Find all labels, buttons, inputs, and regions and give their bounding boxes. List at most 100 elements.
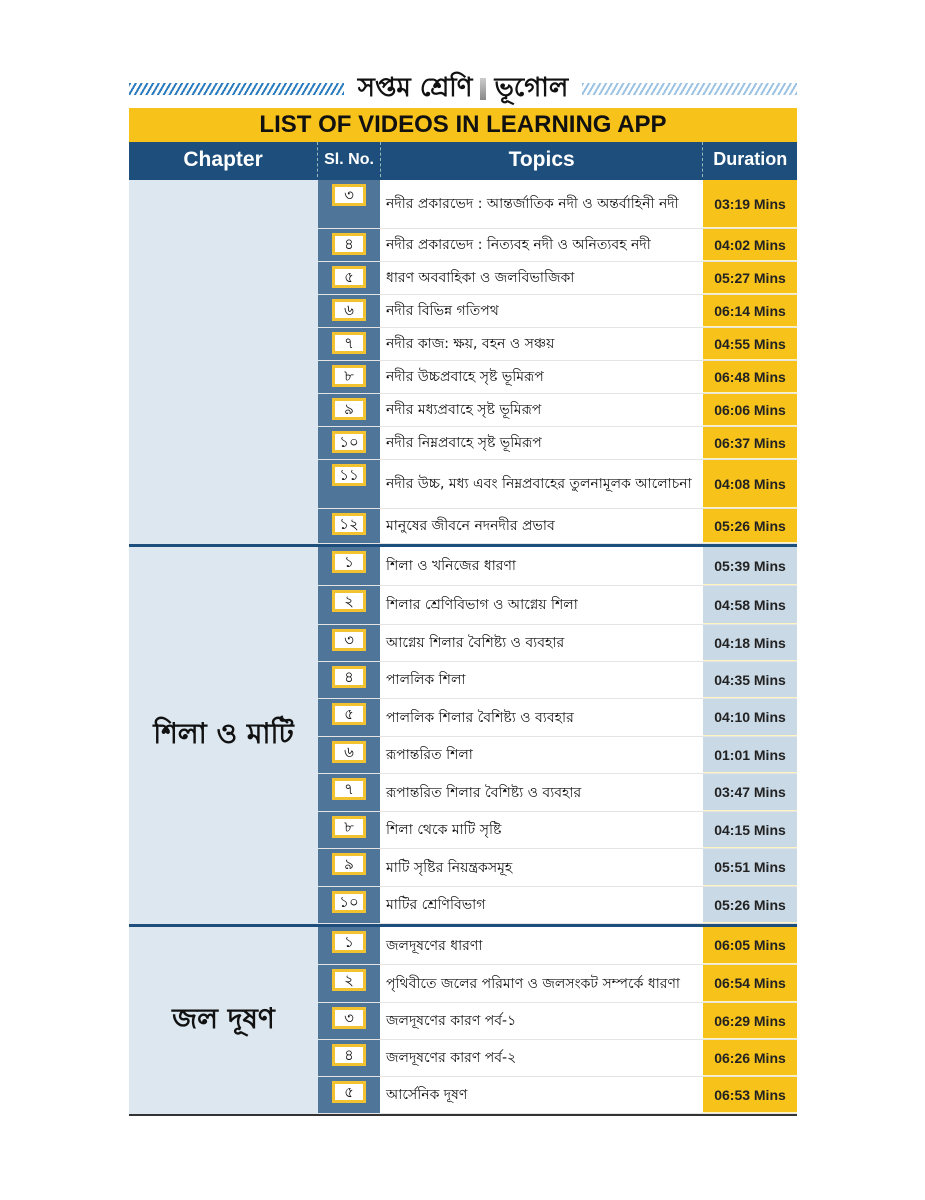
duration: 03:47 Mins <box>703 774 797 811</box>
column-header-sl-no: Sl. No. <box>318 142 381 177</box>
column-header-chapter: Chapter <box>129 142 319 177</box>
sl-no: ৯ <box>332 398 366 420</box>
sl-no-cell: ১০ <box>318 887 380 923</box>
duration: 04:10 Mins <box>703 699 797 736</box>
sl-no: ১ <box>332 551 366 573</box>
sl-no: ১০ <box>332 431 366 453</box>
duration: 05:26 Mins <box>703 887 797 923</box>
sl-no: ৭ <box>332 332 366 354</box>
divider <box>480 78 487 100</box>
table-row: ৭ রূপান্তরিত শিলার বৈশিষ্ট্য ও ব্যবহার 03:… <box>318 774 797 812</box>
chapter-name: জল দূষণ <box>129 927 318 1114</box>
topic: পৃথিবীতে জলের পরিমাণ ও জলসংকট সম্পর্কে ধ… <box>380 965 703 1002</box>
duration: 06:48 Mins <box>703 361 797 393</box>
sl-no: ৩ <box>332 629 366 651</box>
decorative-hatch-right <box>582 83 797 95</box>
topic: শিলার শ্রেণিবিভাগ ও আগ্নেয় শিলা <box>380 586 703 624</box>
sl-no-cell: ২ <box>318 586 380 624</box>
table-row: ৫ ধারণ অববাহিকা ও জলবিভাজিকা 05:27 Mins <box>318 262 797 295</box>
duration: 06:37 Mins <box>703 427 797 459</box>
topic: রূপান্তরিত শিলা <box>380 737 703 773</box>
chapter-group: জল দূষণ ১ জলদূষণের ধারণা 06:05 Mins ২ পৃথিবীত… <box>129 924 797 1114</box>
table-row: ১ জলদূষণের ধারণা 06:05 Mins <box>318 927 797 965</box>
sl-no: ৮ <box>332 816 366 838</box>
subject-label: ভূগোল <box>494 73 569 103</box>
duration: 05:39 Mins <box>703 547 797 585</box>
topic: পাললিক শিলার বৈশিষ্ট্য ও ব্যবহার <box>380 699 703 736</box>
sl-no: ৫ <box>332 703 366 725</box>
chapter-group: ৩ নদীর প্রকারভেদ : আন্তর্জাতিক নদী ও অন্ত… <box>129 177 797 544</box>
topic: নদীর উচ্চপ্রবাহে সৃষ্ট ভূমিরূপ <box>380 361 703 393</box>
duration: 05:27 Mins <box>703 262 797 294</box>
table-row: ১ শিলা ও খনিজের ধারণা 05:39 Mins <box>318 547 797 586</box>
duration: 06:06 Mins <box>703 394 797 426</box>
page-heading: সপ্তম শ্রেণি ভূগোল <box>129 70 797 108</box>
topic: শিলা ও খনিজের ধারণা <box>380 547 703 585</box>
sl-no-cell: ১০ <box>318 427 380 459</box>
class-label: সপ্তম শ্রেণি <box>357 73 473 103</box>
sl-no: ১ <box>332 931 366 953</box>
sl-no-cell: ১ <box>318 547 380 585</box>
sl-no-cell: ৯ <box>318 849 380 886</box>
duration: 01:01 Mins <box>703 737 797 773</box>
video-list-table: LIST OF VIDEOS IN LEARNING APP Chapter S… <box>129 108 797 1116</box>
topic: মানুষের জীবনে নদনদীর প্রভাব <box>380 509 703 543</box>
topic: নদীর মধ্যপ্রবাহে সৃষ্ট ভূমিরূপ <box>380 394 703 426</box>
chapter-group: শিলা ও মাটি ১ শিলা ও খনিজের ধারণা 05:39 Min… <box>129 544 797 924</box>
topic: শিলা থেকে মাটি সৃষ্টি <box>380 812 703 848</box>
table-banner: LIST OF VIDEOS IN LEARNING APP <box>129 108 797 142</box>
table-row: ১১ নদীর উচ্চ, মধ্য এবং নিম্নপ্রবাহের তুলন… <box>318 460 797 509</box>
topic: ধারণ অববাহিকা ও জলবিভাজিকা <box>380 262 703 294</box>
topic: নদীর প্রকারভেদ : আন্তর্জাতিক নদী ও অন্তর… <box>380 180 703 228</box>
sl-no: ১০ <box>332 891 366 913</box>
table-row: ৭ নদীর কাজ: ক্ষয়, বহন ও সঞ্চয় 04:55 Mins <box>318 328 797 361</box>
sl-no-cell: ১ <box>318 927 380 964</box>
sl-no-cell: ৪ <box>318 662 380 698</box>
sl-no-cell: ৩ <box>318 1003 380 1039</box>
topic: আর্সেনিক দূষণ <box>380 1077 703 1113</box>
sl-no-cell: ৩ <box>318 625 380 661</box>
table-row: ৪ জলদূষণের কারণ পর্ব-২ 06:26 Mins <box>318 1040 797 1077</box>
table-row: ৯ মাটি সৃষ্টির নিয়ন্ত্রকসমূহ 05:51 Mins <box>318 849 797 887</box>
sl-no-cell: ৯ <box>318 394 380 426</box>
topic: আগ্নেয় শিলার বৈশিষ্ট্য ও ব্যবহার <box>380 625 703 661</box>
page-title: সপ্তম শ্রেণি ভূগোল <box>344 67 582 111</box>
table-row: ৬ নদীর বিভিন্ন গতিপথ 06:14 Mins <box>318 295 797 328</box>
duration: 04:08 Mins <box>703 460 797 508</box>
topic: রূপান্তরিত শিলার বৈশিষ্ট্য ও ব্যবহার <box>380 774 703 811</box>
topic: নদীর উচ্চ, মধ্য এবং নিম্নপ্রবাহের তুলনাম… <box>380 460 703 508</box>
sl-no-cell: ৭ <box>318 774 380 811</box>
duration: 04:35 Mins <box>703 662 797 698</box>
decorative-hatch-left <box>129 83 344 95</box>
topic: পাললিক শিলা <box>380 662 703 698</box>
chapter-name: শিলা ও মাটি <box>129 547 318 924</box>
topic: নদীর কাজ: ক্ষয়, বহন ও সঞ্চয় <box>380 328 703 360</box>
duration: 05:26 Mins <box>703 509 797 543</box>
sl-no-cell: ৫ <box>318 262 380 294</box>
sl-no: ৪ <box>332 1044 366 1066</box>
duration: 06:54 Mins <box>703 965 797 1002</box>
duration: 06:53 Mins <box>703 1077 797 1113</box>
table-row: ২ শিলার শ্রেণিবিভাগ ও আগ্নেয় শিলা 04:58 M… <box>318 586 797 625</box>
sl-no: ৫ <box>332 266 366 288</box>
duration: 03:19 Mins <box>703 180 797 228</box>
table-row: ৩ নদীর প্রকারভেদ : আন্তর্জাতিক নদী ও অন্ত… <box>318 180 797 229</box>
chapter-name <box>129 180 318 544</box>
duration: 04:02 Mins <box>703 229 797 261</box>
sl-no-cell: ৪ <box>318 1040 380 1076</box>
topic: মাটির শ্রেণিবিভাগ <box>380 887 703 923</box>
duration: 06:05 Mins <box>703 927 797 964</box>
table-row: ১২ মানুষের জীবনে নদনদীর প্রভাব 05:26 Mins <box>318 509 797 544</box>
sl-no: ১২ <box>332 513 366 535</box>
table-row: ৬ রূপান্তরিত শিলা 01:01 Mins <box>318 737 797 774</box>
sl-no-cell: ৪ <box>318 229 380 261</box>
duration: 04:18 Mins <box>703 625 797 661</box>
sl-no-cell: ৮ <box>318 361 380 393</box>
topic: নদীর নিম্নপ্রবাহে সৃষ্ট ভূমিরূপ <box>380 427 703 459</box>
duration: 06:14 Mins <box>703 295 797 327</box>
table-row: ৫ আর্সেনিক দূষণ 06:53 Mins <box>318 1077 797 1114</box>
table-row: ৮ শিলা থেকে মাটি সৃষ্টি 04:15 Mins <box>318 812 797 849</box>
sl-no-cell: ৮ <box>318 812 380 848</box>
table-row: ৫ পাললিক শিলার বৈশিষ্ট্য ও ব্যবহার 04:10 M… <box>318 699 797 737</box>
column-header-topics: Topics <box>381 142 704 177</box>
